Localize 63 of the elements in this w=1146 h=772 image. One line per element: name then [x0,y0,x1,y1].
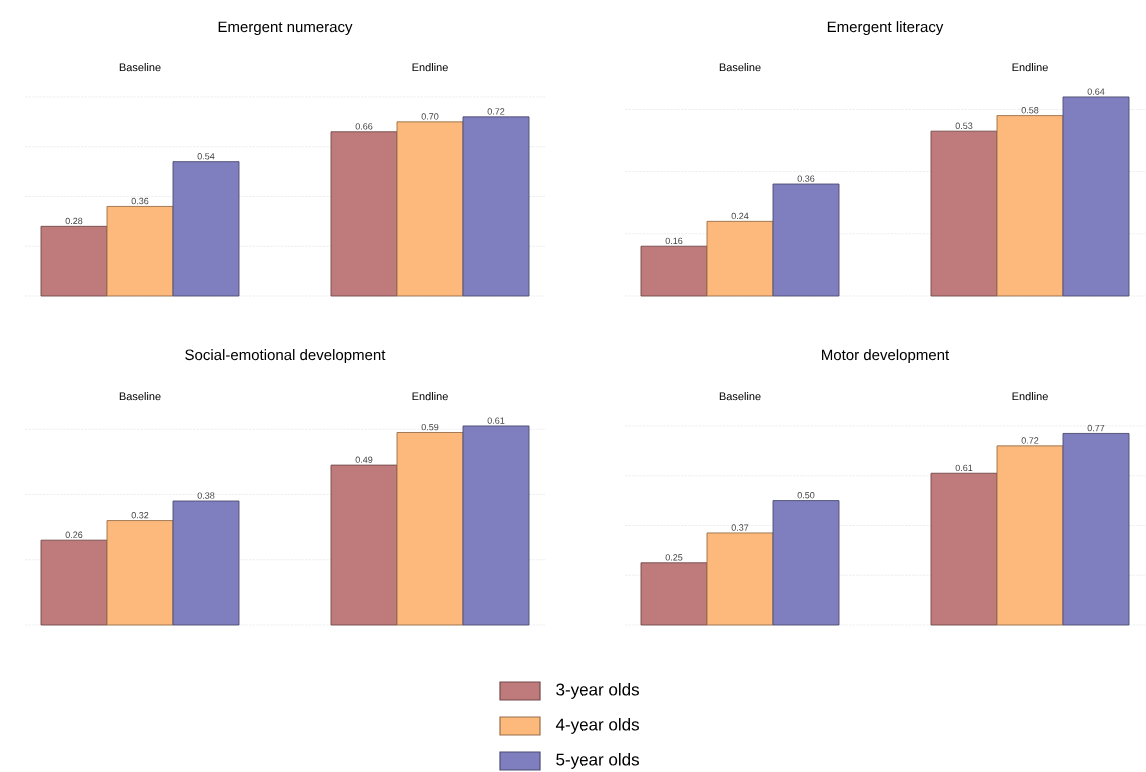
data-label: 0.24 [731,212,749,220]
data-label: 0.54 [197,152,215,160]
data-label: 0.53 [955,122,973,129]
data-label: 0.26 [65,531,83,538]
bar [996,445,1064,626]
x-tick-label: Baseline [719,62,761,72]
x-tick-label: Baseline [119,391,161,401]
chart-title: Emergent numeracy [218,21,353,35]
bar [330,131,398,297]
data-label: 0.36 [131,197,149,205]
data-label: 0.50 [797,491,815,499]
bar [40,539,108,626]
bar [462,116,530,297]
bar [172,500,240,626]
data-label: 0.36 [797,175,815,182]
data-label: 0.64 [1087,88,1105,95]
data-label: 0.70 [421,113,439,120]
x-tick-label: Endline [1012,62,1048,72]
x-tick-label: Endline [412,391,448,401]
data-label: 0.61 [487,417,505,424]
bar [462,425,530,626]
legend-label: 3-year olds [556,682,639,699]
data-label: 0.58 [1021,106,1039,114]
bar [930,130,998,297]
bar [1062,432,1130,626]
data-label: 0.37 [731,524,749,531]
bar [930,472,998,626]
chart-title: Emergent literacy [827,21,944,35]
bar [772,500,840,626]
bar [996,115,1064,297]
bar [706,220,774,297]
legend-label: 5-year olds [556,752,639,769]
data-label: 0.72 [487,108,505,115]
data-label: 0.16 [665,237,683,244]
data-label: 0.61 [955,464,973,471]
chart-title: Social-emotional development [185,349,386,363]
data-label: 0.25 [665,554,683,561]
x-tick-label: Baseline [719,392,761,401]
bar [106,205,174,297]
bar [640,562,708,626]
data-label: 0.59 [421,423,439,431]
data-label: 0.38 [197,492,215,499]
bar [172,161,240,297]
bar [106,520,174,626]
bar [40,225,108,297]
data-label: 0.66 [355,123,373,130]
data-label: 0.72 [1021,437,1039,444]
legend-label: 4-year olds [555,717,639,734]
bar [772,183,840,297]
bar [640,245,708,297]
bar [396,121,464,297]
x-tick-label: Baseline [119,62,161,72]
data-label: 0.77 [1087,424,1105,432]
chart-title: Motor development [822,349,950,363]
bar [1062,96,1130,297]
x-tick-label: Endline [1012,392,1048,401]
x-tick-label: Endline [412,62,448,72]
bar [706,532,774,626]
bar [330,464,398,626]
data-label: 0.32 [131,511,149,519]
bar [396,431,464,626]
data-label: 0.49 [355,456,373,463]
data-label: 0.28 [65,217,83,225]
